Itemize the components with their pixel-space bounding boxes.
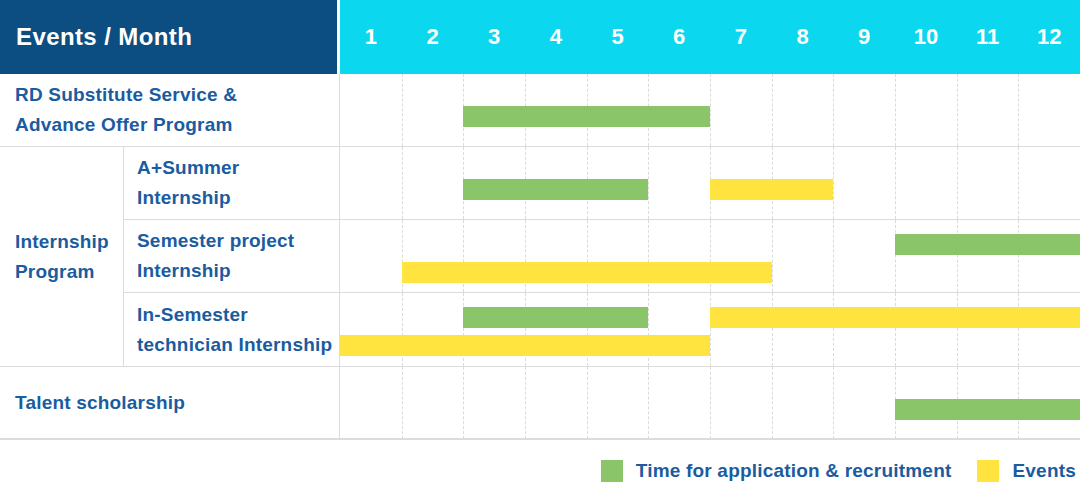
table-row-talent-scholarship: Talent scholarship (0, 367, 1080, 440)
month-gridline (648, 367, 649, 439)
month-gridline (525, 367, 526, 439)
legend-label: Events (1012, 460, 1076, 482)
month-gridline (772, 220, 773, 292)
application-recruitment-bar (463, 307, 648, 328)
month-gridline (957, 74, 958, 146)
month-gridline (772, 367, 773, 439)
header-row: Events / Month 123456789101112 (0, 0, 1080, 74)
month-label: 2 (402, 0, 464, 74)
group-label-text: Internship Program (15, 227, 115, 287)
table-row-a-plus-summer: A+Summer Internship (124, 147, 1080, 220)
month-gridline (402, 367, 403, 439)
month-label: 4 (525, 0, 587, 74)
month-gridline (833, 74, 834, 146)
month-gridline (1018, 293, 1019, 366)
event-bar (710, 307, 1080, 328)
month-gridline (895, 74, 896, 146)
application-recruitment-bar (895, 234, 1080, 255)
month-gridline (710, 74, 711, 146)
timeline-grid (340, 147, 1080, 219)
month-gridline (833, 293, 834, 366)
timeline-grid (340, 367, 1080, 439)
application-recruitment-bar (463, 106, 710, 127)
row-label-text: In-Semester technician Internship (137, 300, 333, 360)
row-label-text: A+Summer Internship (137, 153, 333, 213)
legend-label: Time for application & recruitment (636, 460, 952, 482)
month-header-strip: 123456789101112 (340, 0, 1080, 74)
table-row-semester-project: Semester project Internship (124, 220, 1080, 293)
row-label-talent-scholarship: Talent scholarship (0, 367, 340, 439)
month-gridline (957, 147, 958, 219)
month-gridline (648, 147, 649, 219)
table-row-rd-substitute: RD Substitute Service & Advance Offer Pr… (0, 74, 1080, 147)
month-gridline (957, 293, 958, 366)
month-gridline (402, 74, 403, 146)
month-label: 5 (587, 0, 649, 74)
legend-item-events: Events (977, 460, 1076, 482)
month-gridline (772, 74, 773, 146)
month-gridline (772, 293, 773, 366)
month-label: 7 (710, 0, 772, 74)
month-gridline (895, 147, 896, 219)
month-label: 3 (463, 0, 525, 74)
application-recruitment-bar (895, 399, 1080, 420)
month-label: 11 (957, 0, 1019, 74)
application-recruitment-bar (463, 179, 648, 200)
month-gridline (957, 220, 958, 292)
row-label-rd-substitute: RD Substitute Service & Advance Offer Pr… (0, 74, 340, 146)
event-bar (340, 335, 710, 356)
row-label-text: Semester project Internship (137, 226, 333, 286)
application-recruitment-swatch-icon (601, 460, 623, 482)
row-label-a-plus-summer: A+Summer Internship (124, 147, 340, 219)
month-gridline (402, 147, 403, 219)
month-gridline (710, 367, 711, 439)
month-gridline (710, 293, 711, 366)
legend-item-application: Time for application & recruitment (601, 460, 952, 482)
timeline-grid (340, 220, 1080, 292)
month-gridline (1018, 220, 1019, 292)
month-gridline (587, 367, 588, 439)
chart-body: RD Substitute Service & Advance Offer Pr… (0, 74, 1080, 440)
gantt-chart: Events / Month 123456789101112 RD Substi… (0, 0, 1080, 439)
month-gridline (833, 367, 834, 439)
month-gridline (833, 220, 834, 292)
internship-program-group: Internship Program A+Summer Internship S… (0, 147, 1080, 367)
month-label: 12 (1018, 0, 1080, 74)
row-label-text: Talent scholarship (15, 388, 185, 418)
row-label-text: RD Substitute Service & Advance Offer Pr… (15, 80, 305, 140)
group-label-internship-program: Internship Program (0, 147, 124, 366)
internship-program-rows: A+Summer Internship Semester project Int… (124, 147, 1080, 366)
event-bar (402, 262, 772, 283)
events-swatch-icon (977, 460, 999, 482)
month-gridline (833, 147, 834, 219)
month-label: 8 (772, 0, 834, 74)
event-bar (710, 179, 833, 200)
month-gridline (1018, 147, 1019, 219)
month-gridline (463, 367, 464, 439)
month-label: 10 (895, 0, 957, 74)
month-label: 6 (648, 0, 710, 74)
month-gridline (895, 220, 896, 292)
timeline-grid (340, 293, 1080, 366)
table-row-in-semester-technician: In-Semester technician Internship (124, 293, 1080, 366)
row-label-in-semester-technician: In-Semester technician Internship (124, 293, 340, 366)
row-label-semester-project: Semester project Internship (124, 220, 340, 292)
month-gridline (895, 293, 896, 366)
month-label: 1 (340, 0, 402, 74)
timeline-grid (340, 74, 1080, 146)
events-month-header: Events / Month (0, 0, 340, 74)
month-label: 9 (833, 0, 895, 74)
legend: Time for application & recruitment Event… (0, 460, 1080, 482)
month-gridline (1018, 74, 1019, 146)
